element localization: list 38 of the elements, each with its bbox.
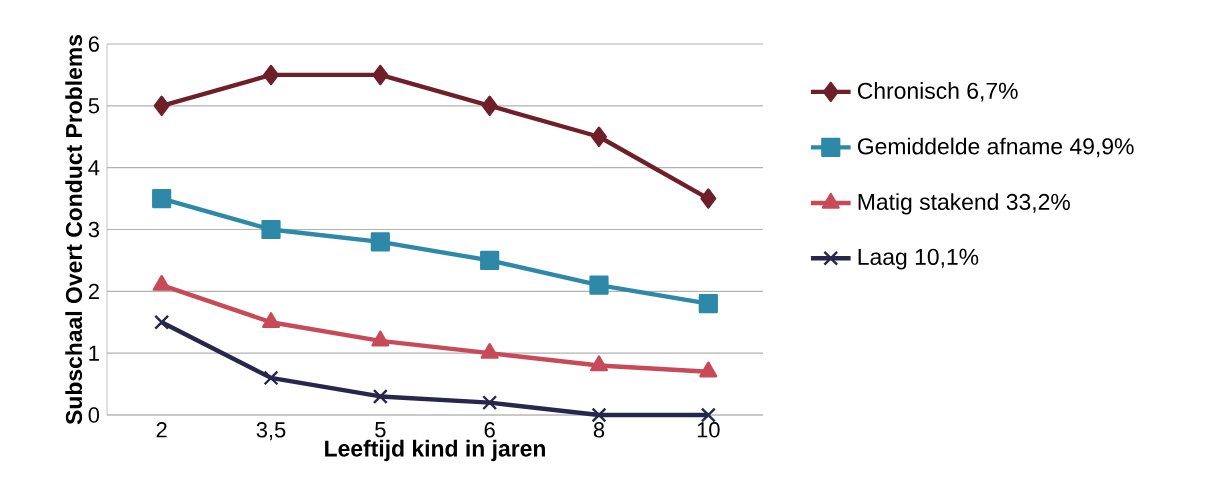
y-tick-label: 2: [88, 283, 99, 299]
y-tick-label: 3: [88, 221, 99, 238]
y-tick-label: 1: [89, 345, 99, 361]
point: [589, 275, 609, 295]
legend-label: Matig stakend 33,2%: [858, 193, 1070, 215]
x-tick-label: 2: [156, 422, 167, 438]
y-tick-label: 6: [88, 36, 99, 52]
point: [372, 388, 388, 405]
point: [482, 395, 498, 411]
legend-label: Gemiddelde afname 49,9%: [857, 137, 1134, 158]
point: [698, 294, 718, 314]
point: [370, 232, 390, 252]
point: [152, 188, 172, 209]
legend-label: Chronisch 6,7%: [857, 82, 1018, 102]
point: [480, 250, 500, 271]
point: [700, 188, 717, 209]
x-tick-label: 6: [484, 422, 495, 438]
x-tick-label: 10: [697, 422, 720, 438]
point: [372, 64, 389, 86]
x-tick-label: 5: [375, 422, 386, 438]
y-tick-label: 4: [88, 160, 100, 176]
y-tick-label: 5: [88, 98, 100, 114]
legend-label: Laag 10,1%: [858, 248, 979, 270]
y-axis-title: Subschaal Overt Conduct Problems: [65, 35, 83, 425]
point: [481, 95, 498, 117]
point: [700, 407, 716, 423]
point: [591, 407, 607, 423]
x-tick-label: 3,5: [256, 422, 286, 441]
point: [263, 370, 279, 386]
point: [590, 355, 608, 372]
point: [591, 126, 607, 147]
point: [261, 219, 281, 240]
y-tick-label: 0: [88, 407, 100, 423]
point: [153, 95, 170, 117]
x-axis-title: Leeftijd kind in jaren: [325, 439, 545, 462]
point: [154, 314, 170, 330]
point: [263, 64, 279, 86]
x-tick-label: 8: [593, 422, 605, 438]
